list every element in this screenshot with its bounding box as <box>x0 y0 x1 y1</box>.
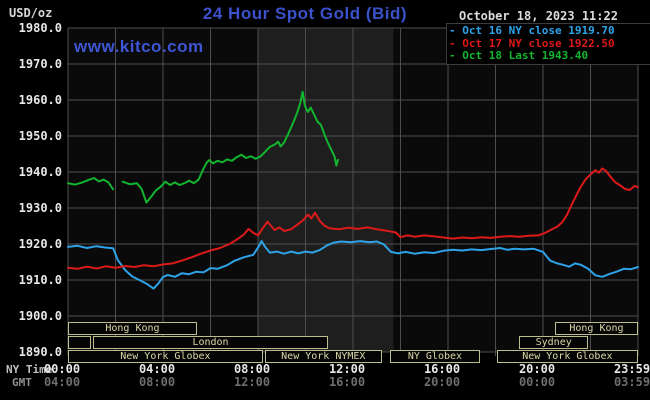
price-line-series-2 <box>67 177 115 191</box>
legend-box: - Oct 16 NY close 1919.70- Oct 17 NY clo… <box>446 23 650 65</box>
x-tick-ny-time: 08:00 <box>233 362 271 376</box>
price-line-series-0 <box>67 240 639 290</box>
chart-timestamp: October 18, 2023 11:22 <box>459 9 618 23</box>
y-tick-label: 1920.0 <box>18 237 62 251</box>
nymex-session-band <box>258 28 394 352</box>
x-tick-ny-time: 16:00 <box>423 362 461 376</box>
y-tick-label: 1900.0 <box>18 309 62 323</box>
y-axis-unit-label: USD/oz <box>9 6 53 20</box>
legend-value: 1919.70 <box>568 24 615 37</box>
session-box-hong-kong: Hong Kong <box>554 322 638 335</box>
legend-row-1: - Oct 17 NY close 1922.50 <box>449 36 649 51</box>
x-tick-gmt: 00:00 <box>518 375 556 389</box>
y-tick-label: 1970.0 <box>18 57 62 71</box>
x-tick-ny-time: 12:00 <box>328 362 366 376</box>
x-tick-gmt: 08:00 <box>138 375 176 389</box>
legend-dash: - <box>449 49 463 62</box>
x-tick-gmt: 03:59 <box>613 375 650 389</box>
chart-title: 24 Hour Spot Gold (Bid) <box>202 4 408 23</box>
session-box-london: London <box>92 336 329 349</box>
y-tick-label: 1910.0 <box>18 273 62 287</box>
x-tick-ny-time: 04:00 <box>138 362 176 376</box>
x-tick-gmt: 12:00 <box>233 375 271 389</box>
legend-value: 1922.50 <box>568 36 615 50</box>
x-axis-gmt-label: GMT <box>12 376 32 389</box>
y-tick-label: 1930.0 <box>18 201 62 215</box>
session-box-sydney: Sydney <box>519 336 589 349</box>
x-tick-ny-time: 00:00 <box>43 362 81 376</box>
y-tick-label: 1890.0 <box>18 345 62 359</box>
session-box-new-york-nymex: New York NYMEX <box>265 350 382 363</box>
y-tick-label: 1960.0 <box>18 93 62 107</box>
legend-dash: - <box>449 24 463 37</box>
x-tick-ny-time: 20:00 <box>518 362 556 376</box>
legend-row-2: - Oct 18 Last 1943.40 <box>449 49 649 63</box>
x-tick-gmt: 20:00 <box>423 375 461 389</box>
session-box-ny-globex: NY Globex <box>389 350 481 363</box>
session-box-new-york-globex: New York Globex <box>68 350 263 363</box>
session-box-empty <box>68 336 91 349</box>
legend-value: 1943.40 <box>541 49 589 62</box>
x-tick-gmt: 16:00 <box>328 375 366 389</box>
y-tick-label: 1980.0 <box>18 21 62 35</box>
legend-row-0: - Oct 16 NY close 1919.70 <box>449 24 649 38</box>
x-axis-ny-time-label: NY Time <box>6 363 53 376</box>
x-tick-ny-time: 23:59 <box>613 362 650 376</box>
price-line-series-2 <box>121 90 339 204</box>
y-tick-label: 1940.0 <box>18 165 62 179</box>
x-tick-gmt: 04:00 <box>43 375 81 389</box>
session-box-new-york-globex: New York Globex <box>496 350 638 363</box>
legend-label: Oct 16 NY close <box>462 24 569 37</box>
y-tick-label: 1950.0 <box>18 129 62 143</box>
legend-dash: - <box>449 36 463 50</box>
legend-label: Oct 17 NY close <box>462 36 569 50</box>
session-box-hong-kong: Hong Kong <box>68 322 197 335</box>
legend-label: Oct 18 Last <box>462 49 542 62</box>
price-line-series-1 <box>67 167 639 270</box>
kitco-watermark-link[interactable]: www.kitco.com <box>74 37 204 56</box>
